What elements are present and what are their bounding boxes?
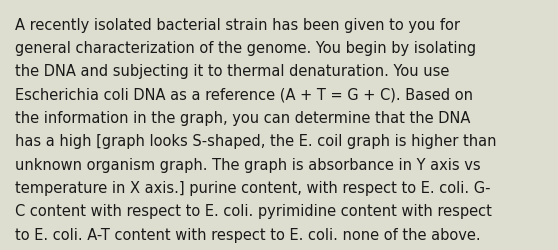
Text: Escherichia coli DNA as a reference (A + T = G + C). Based on: Escherichia coli DNA as a reference (A +… — [15, 87, 473, 102]
Text: has a high [graph looks S-shaped, the E. coil graph is higher than: has a high [graph looks S-shaped, the E.… — [15, 134, 497, 149]
Text: the DNA and subjecting it to thermal denaturation. You use: the DNA and subjecting it to thermal den… — [15, 64, 449, 79]
Text: A recently isolated bacterial strain has been given to you for: A recently isolated bacterial strain has… — [15, 18, 460, 32]
Text: general characterization of the genome. You begin by isolating: general characterization of the genome. … — [15, 41, 476, 56]
Text: the information in the graph, you can determine that the DNA: the information in the graph, you can de… — [15, 110, 470, 126]
Text: temperature in X axis.] purine content, with respect to E. coli. G-: temperature in X axis.] purine content, … — [15, 180, 490, 195]
Text: unknown organism graph. The graph is absorbance in Y axis vs: unknown organism graph. The graph is abs… — [15, 157, 480, 172]
Text: C content with respect to E. coli. pyrimidine content with respect: C content with respect to E. coli. pyrim… — [15, 204, 492, 218]
Text: to E. coli. A-T content with respect to E. coli. none of the above.: to E. coli. A-T content with respect to … — [15, 227, 480, 242]
